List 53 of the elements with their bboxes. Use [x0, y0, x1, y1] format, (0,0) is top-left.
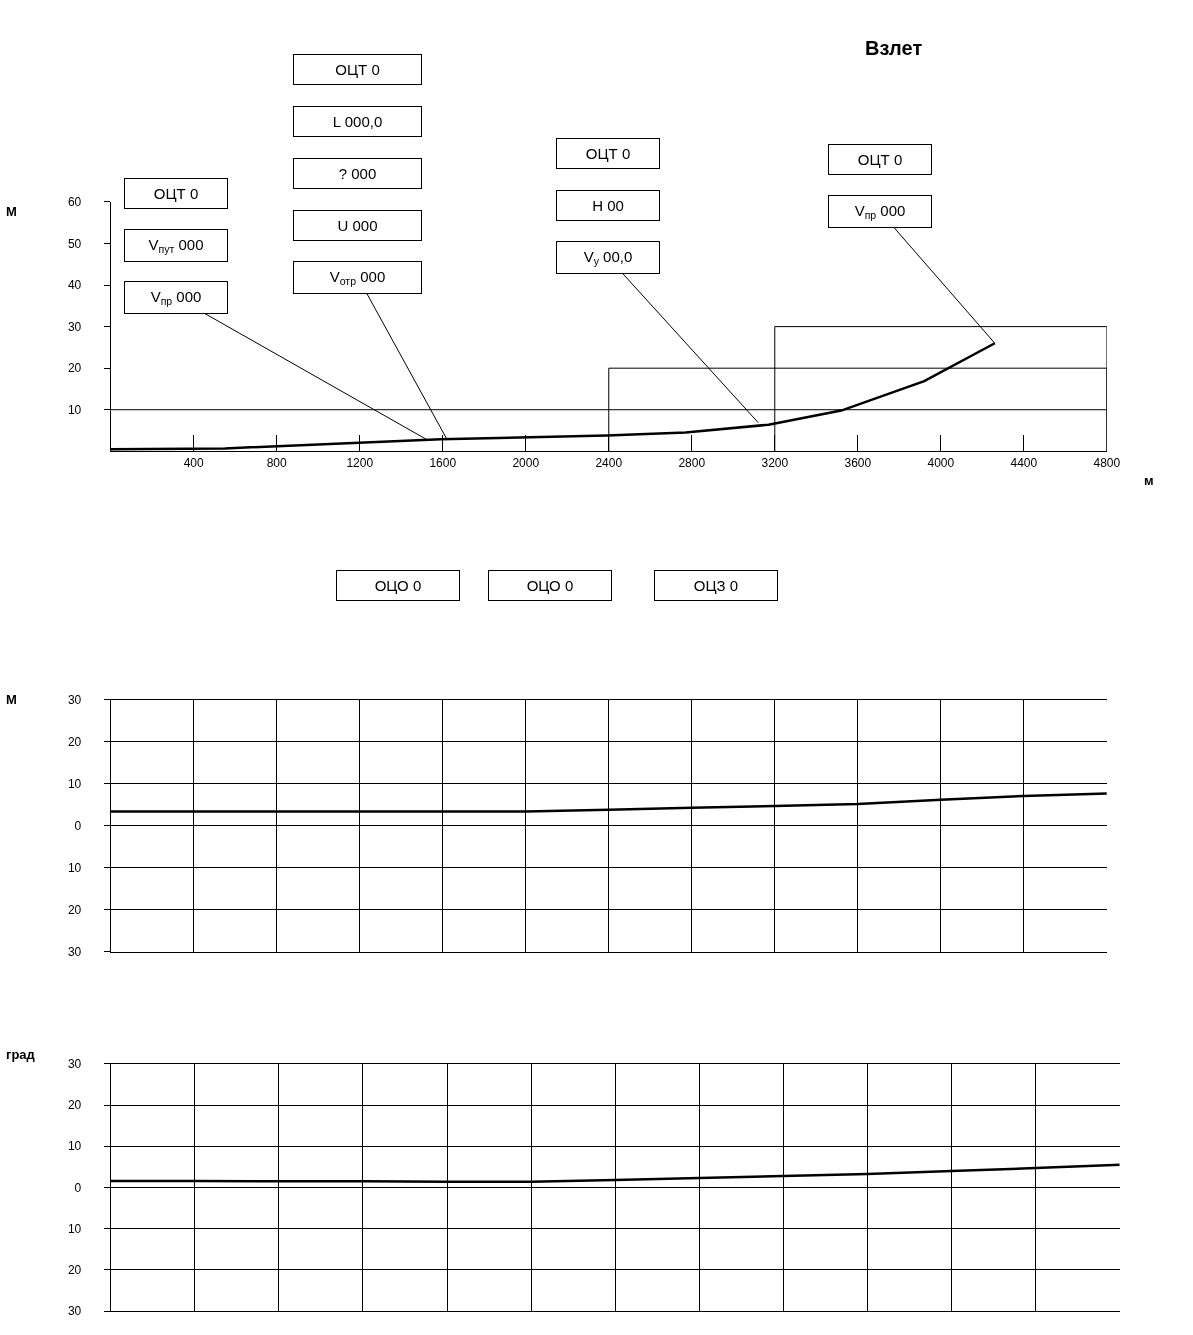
- y-tick-label: 20: [67, 734, 82, 749]
- x-tick-label: 3600: [844, 455, 872, 470]
- y-tick-label: 20: [67, 1263, 82, 1278]
- y-axis-title: М: [6, 204, 17, 219]
- y-tick-label: 40: [67, 278, 82, 293]
- y-tick-label: 30: [67, 945, 82, 960]
- text: ОЦТ 0: [585, 145, 631, 162]
- x-tick-label: 2800: [678, 455, 706, 470]
- x-tick-label: 3200: [761, 455, 789, 470]
- y-tick-label: 10: [67, 776, 82, 791]
- text: ОЦО 0: [374, 577, 422, 594]
- y-tick-label: 30: [67, 1057, 82, 1071]
- text: ? 000: [338, 165, 377, 182]
- y-tick-label: 60: [67, 195, 82, 210]
- annotation: U 000: [337, 217, 378, 234]
- y-tick-label: 10: [67, 1139, 82, 1154]
- chart-title: Взлет: [865, 37, 923, 59]
- y-axis-title: град: [6, 1047, 36, 1062]
- x-tick-label: 400: [183, 455, 205, 470]
- annotation: V$_{отр}$ 000: [329, 268, 386, 288]
- x-axis-title: м: [1144, 473, 1154, 488]
- annotation: H 00: [592, 197, 624, 214]
- y-tick-label: 10: [67, 861, 82, 876]
- y-tick-label: 20: [67, 361, 82, 376]
- y-tick-label: 50: [67, 236, 82, 251]
- y-tick-label: 10: [67, 1221, 82, 1236]
- text: ОЦО 0: [526, 577, 574, 594]
- y-tick-label: 30: [67, 692, 82, 707]
- x-tick-label: 4800: [1093, 455, 1121, 470]
- annotation: V$_{пр}$ 000: [854, 202, 906, 222]
- x-tick-label: 1600: [429, 455, 457, 470]
- x-tick-label: 2000: [512, 455, 540, 470]
- text: ОЦЗ 0: [693, 577, 739, 594]
- y-tick-label: 0: [74, 1180, 82, 1195]
- y-axis-title: М: [6, 692, 17, 707]
- text: ОЦТ 0: [857, 151, 903, 168]
- y-tick-label: 30: [67, 319, 82, 334]
- x-tick-label: 1200: [346, 455, 374, 470]
- y-tick-label: 20: [67, 903, 82, 918]
- annotation: ОЦТ 0: [153, 185, 199, 202]
- text: ОЦТ 0: [335, 61, 380, 78]
- y-tick-label: 20: [67, 1098, 82, 1113]
- x-tick-label: 4000: [927, 455, 955, 470]
- x-tick-label: 2400: [595, 455, 623, 470]
- annotation: V$_{пут}$ 000: [148, 236, 204, 256]
- y-tick-label: 10: [67, 402, 82, 417]
- y-tick-label: 0: [74, 819, 82, 834]
- x-tick-label: 4400: [1010, 455, 1038, 470]
- annotation: V$_{пр}$ 000: [150, 288, 202, 308]
- x-tick-label: 800: [266, 455, 288, 470]
- annotation: V$_{y}$ 00,0: [583, 248, 633, 268]
- text: L 000,0: [332, 113, 383, 130]
- y-tick-label: 30: [67, 1304, 82, 1319]
